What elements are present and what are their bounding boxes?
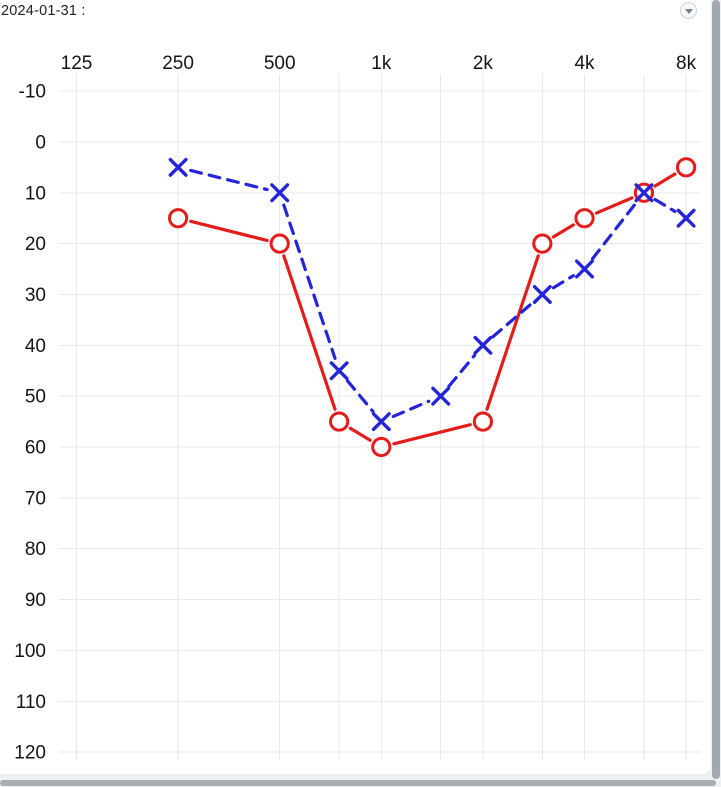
left-ear-air-conduction-marker: [532, 284, 552, 304]
right-ear-air-conduction-line-segment: [485, 254, 540, 411]
collapse-button[interactable]: [680, 2, 697, 19]
left-ear-air-conduction-line-segment: [282, 203, 337, 360]
chevron-down-icon: [684, 8, 693, 14]
right-ear-air-conduction-line-segment: [189, 219, 269, 243]
right-ear-air-conduction-line-segment: [282, 254, 337, 411]
right-ear-air-conduction-marker: [329, 411, 350, 432]
left-ear-air-conduction-line-segment: [447, 353, 477, 388]
x-tick-label: 8k: [676, 53, 697, 74]
left-ear-air-conduction-marker: [676, 208, 696, 228]
left-ear-air-conduction-line-segment: [653, 197, 677, 214]
left-ear-air-conduction-marker: [575, 259, 594, 279]
date-label: 2024-01-31 :: [1, 3, 86, 19]
right-ear-air-conduction-marker: [168, 208, 189, 229]
left-ear-air-conduction-line-segment: [590, 201, 638, 261]
y-tick-label: 20: [25, 234, 46, 255]
left-ear-air-conduction-line-segment: [345, 379, 375, 414]
right-ear-air-conduction-marker: [472, 411, 493, 432]
left-ear-air-conduction-marker: [473, 335, 493, 355]
right-ear-air-conduction-marker: [269, 233, 290, 254]
right-ear-air-conduction-line-segment: [594, 196, 634, 215]
x-tick-label: 125: [61, 53, 93, 74]
left-ear-air-conduction-marker: [168, 157, 188, 177]
y-tick-label: 50: [25, 387, 46, 408]
left-ear-air-conduction-line-segment: [491, 301, 535, 339]
y-tick-label: 80: [25, 539, 46, 560]
horizontal-scrollbar[interactable]: [0, 780, 716, 786]
left-ear-air-conduction-marker: [270, 183, 290, 203]
left-ear-air-conduction-marker: [371, 412, 391, 432]
chart-card: [0, 0, 711, 774]
y-tick-label: 60: [25, 438, 46, 459]
x-tick-label: 250: [162, 53, 194, 74]
left-ear-air-conduction-marker: [431, 386, 451, 406]
y-tick-label: 120: [14, 743, 46, 764]
y-tick-label: -10: [19, 82, 46, 103]
y-tick-label: 90: [25, 590, 46, 611]
x-tick-label: 4k: [574, 53, 595, 74]
vertical-scrollbar[interactable]: [712, 0, 720, 779]
y-tick-label: 40: [25, 336, 46, 357]
left-ear-air-conduction-marker: [634, 183, 654, 203]
y-tick-label: 30: [25, 285, 46, 306]
right-ear-air-conduction-marker: [532, 233, 553, 254]
left-ear-air-conduction-marker: [329, 361, 349, 381]
right-ear-air-conduction-line-segment: [551, 223, 575, 239]
y-tick-label: 100: [14, 641, 46, 662]
y-tick-label: 0: [35, 132, 46, 153]
right-ear-air-conduction-marker: [676, 157, 697, 178]
x-tick-label: 2k: [473, 53, 494, 74]
y-tick-label: 70: [25, 488, 46, 509]
right-ear-air-conduction-line-segment: [392, 423, 472, 446]
left-ear-air-conduction-line-segment: [391, 399, 431, 419]
right-ear-air-conduction-line-segment: [348, 426, 372, 442]
x-tick-label: 1k: [371, 53, 392, 74]
right-ear-air-conduction-marker: [574, 208, 595, 229]
y-tick-label: 110: [16, 692, 46, 713]
left-ear-air-conduction-line-segment: [551, 274, 575, 290]
left-ear-air-conduction-line-segment: [189, 168, 269, 192]
right-ear-air-conduction-marker: [371, 436, 392, 458]
right-ear-air-conduction-line-segment: [653, 172, 677, 188]
x-tick-label: 500: [264, 53, 296, 74]
y-tick-label: 10: [25, 183, 46, 204]
